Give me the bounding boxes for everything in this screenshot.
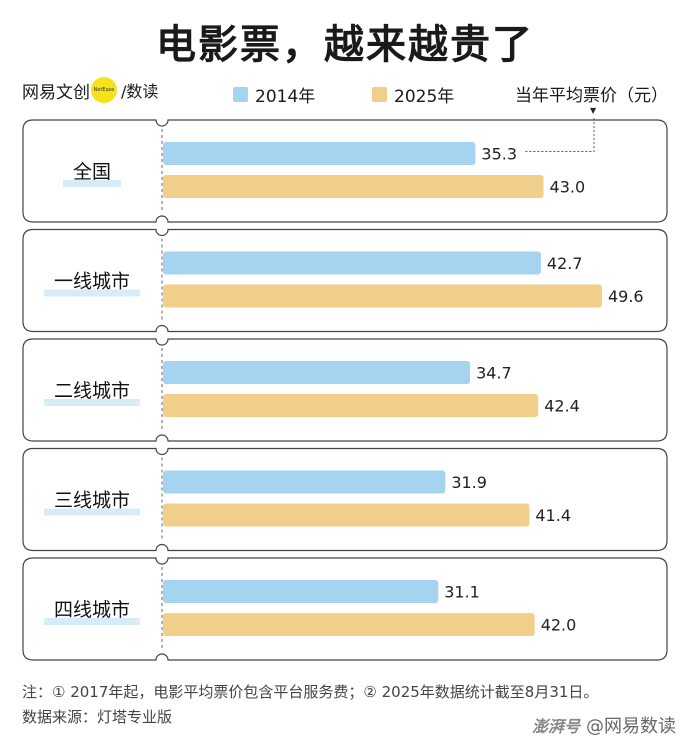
category-label-cat-2: 二线城市 (54, 380, 130, 402)
footer-note: 注：① 2017年起，电影平均票价包含平台服务费；② 2025年数据统计截至8月… (22, 683, 599, 701)
value-label-cat-0-series-1: 43.0 (550, 178, 586, 197)
category-label-cat-1: 一线城市 (54, 271, 130, 293)
legend-swatch-2025 (372, 87, 387, 102)
category-label-cat-0: 全国 (73, 161, 111, 183)
bar-cat-3-series-1 (163, 503, 530, 527)
value-label-cat-1-series-1: 49.6 (608, 287, 644, 306)
watermark-text: @网易数读 (586, 716, 676, 737)
value-label-cat-1-series-0: 42.7 (547, 254, 583, 273)
value-label-cat-3-series-0: 31.9 (451, 473, 487, 492)
down-triangle-icon: ▼ (590, 106, 597, 115)
bar-cat-1-series-0 (163, 251, 541, 275)
value-label-cat-2-series-1: 42.4 (544, 397, 580, 416)
category-label-cat-3: 三线城市 (54, 490, 130, 512)
bar-cat-2-series-1 (163, 394, 539, 417)
category-underline-cat-4 (44, 618, 140, 625)
category-underline-cat-3 (44, 508, 140, 516)
category-underline-cat-1 (44, 289, 140, 297)
bar-cat-4-series-1 (163, 613, 535, 636)
category-underline-cat-2 (44, 399, 140, 406)
watermark-logo: 澎湃号 (531, 717, 580, 736)
brand-sub: /数读 (121, 82, 159, 101)
bar-cat-1-series-1 (163, 284, 602, 308)
ticket-card (22, 119, 668, 223)
bar-cat-4-series-0 (163, 580, 439, 603)
brand-name: 网易文创 (22, 82, 90, 103)
legend-item-2025: 2025年 (372, 82, 454, 107)
footer: 注：① 2017年起，电影平均票价包含平台服务费；② 2025年数据统计截至8月… (22, 680, 598, 730)
legend-label-2025: 2025年 (394, 87, 455, 107)
legend-swatch-2014 (233, 87, 248, 102)
watermark: 澎湃号 @网易数读 (532, 712, 676, 738)
value-label-cat-4-series-1: 42.0 (541, 616, 577, 635)
value-label-cat-0-series-0: 35.3 (481, 145, 517, 164)
bar-cat-0-series-0 (163, 142, 476, 165)
page-title: 电影票，越来越贵了 (156, 22, 534, 68)
legend-label-2014: 2014年 (255, 87, 316, 107)
bar-cat-3-series-0 (163, 470, 446, 494)
legend-item-2014: 2014年 (233, 82, 315, 107)
bar-cat-2-series-0 (163, 361, 471, 384)
bar-cat-0-series-1 (163, 175, 544, 198)
footer-source: 数据来源：灯塔专业版 (22, 708, 173, 726)
value-label-cat-4-series-0: 31.1 (444, 583, 480, 602)
brand-badge-icon: NetEase (91, 77, 117, 103)
unit-label: 当年平均票价（元） (515, 86, 668, 106)
value-label-cat-3-series-1: 41.4 (535, 506, 571, 525)
category-label-cat-4: 四线城市 (54, 599, 130, 621)
category-underline-cat-0 (63, 180, 121, 187)
brand-logo: 网易文创 NetEase /数读 (22, 77, 159, 103)
value-label-cat-2-series-0: 34.7 (476, 364, 512, 383)
unit-leader-line (525, 116, 595, 152)
